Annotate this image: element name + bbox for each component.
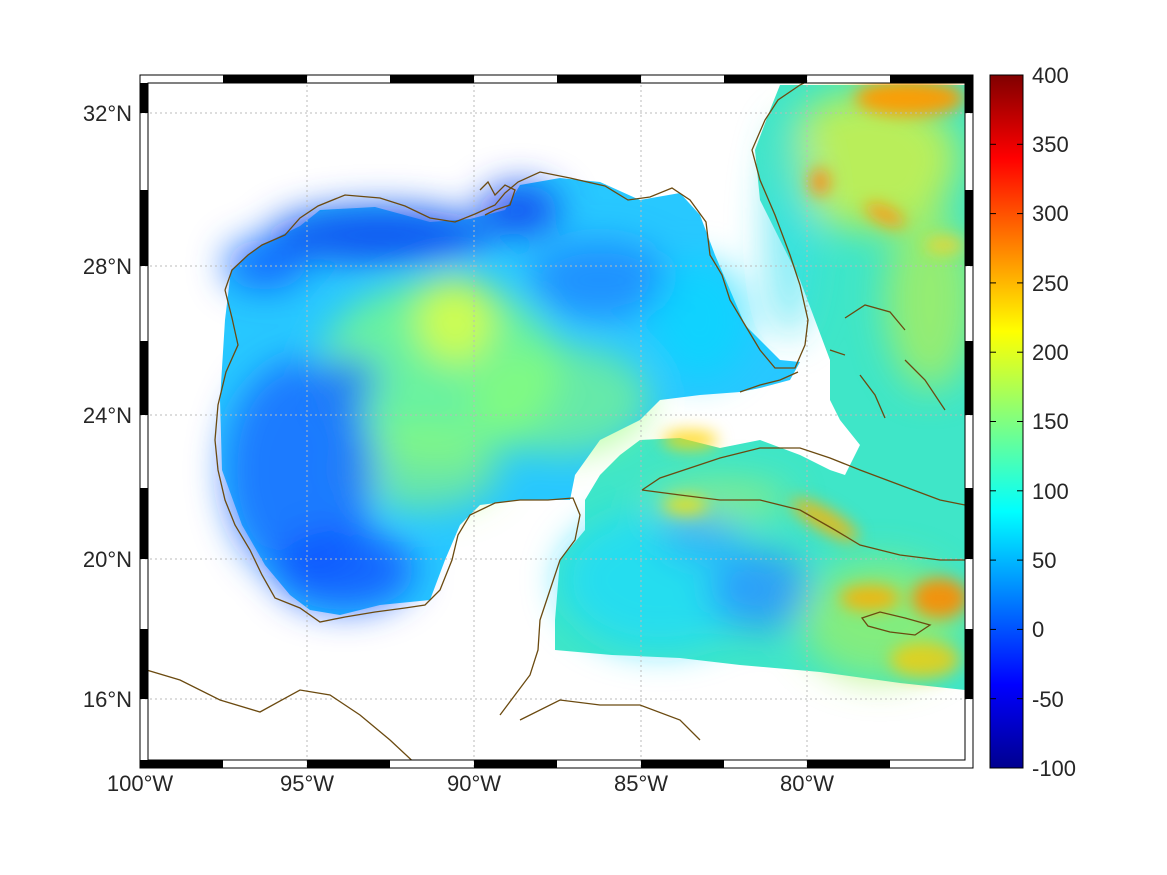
colorbar-tick-label: -50 (1032, 687, 1064, 712)
data-field (220, 83, 965, 690)
lat-tick-label: 24°N (83, 403, 132, 428)
atlantic-yellow-e (885, 210, 965, 390)
cuba-coast (641, 447, 965, 561)
lon-tick-label: 80°W (780, 771, 834, 796)
gulf-green-east (470, 345, 650, 455)
gulf-green-south (340, 430, 500, 510)
caribbean-blue-2 (660, 510, 740, 560)
gulf-west-blue (225, 360, 375, 580)
lat-tick-label: 28°N (83, 254, 132, 279)
mississippi-delta (479, 180, 516, 216)
atlantic-yellow-streak (925, 237, 965, 253)
gulf-cyan-east (650, 260, 750, 380)
colorbar-tick-label: 100 (1032, 479, 1069, 504)
atlantic-orange-top (855, 83, 965, 116)
gulf-mid-blue (320, 355, 380, 405)
lon-tick-label: 95°W (280, 771, 334, 796)
lon-tick-label: 100°W (107, 771, 174, 796)
gulf-north-blue (270, 207, 490, 263)
gulf-yellow-core (415, 275, 495, 365)
lat-tick-label: 20°N (83, 547, 132, 572)
gulf-coast-west (214, 289, 581, 716)
colorbar-tick-label: 150 (1032, 409, 1069, 434)
caribbean-yellow (663, 496, 707, 514)
bahamas-coast (829, 304, 946, 419)
florida-straits-yellow (662, 430, 718, 450)
gulf-ne-blue (480, 185, 560, 235)
atlantic-orange-spot (810, 168, 830, 196)
lat-tick-label: 16°N (83, 687, 132, 712)
colorbar-tick-label: 300 (1032, 201, 1069, 226)
colorbar-tick-label: 0 (1032, 617, 1044, 642)
colorbar-tick-label: 350 (1032, 132, 1069, 157)
lat-tick-label: 32°N (83, 101, 132, 126)
gulf-nw-blue (225, 240, 305, 290)
coastlines (148, 83, 965, 760)
caribbean-blue (710, 550, 810, 630)
lat-tick-labels: 32°N 28°N 24°N 20°N 16°N (83, 101, 132, 712)
caribbean-yellow-se (890, 642, 960, 678)
central-america-coast (148, 669, 701, 760)
atlantic-orange-streak (864, 202, 906, 228)
colorbar-tick-label: -100 (1032, 756, 1076, 781)
colorbar-tick-label: 250 (1032, 271, 1069, 296)
jamaica-orange-w (840, 585, 900, 611)
gulf-sw-blue (275, 530, 415, 610)
lon-tick-label: 90°W (447, 771, 501, 796)
lon-tick-label: 85°W (614, 771, 668, 796)
florida-keys (739, 371, 799, 393)
gulf-loop-blue (530, 240, 670, 320)
colorbar-ticks (990, 143, 1023, 700)
colorbar-tick-label: 200 (1032, 340, 1069, 365)
cuba-orange (791, 498, 859, 542)
colorbar-tick-label: 50 (1032, 548, 1056, 573)
atlantic-yellow-ne (780, 90, 960, 230)
jamaica-orange-e (912, 578, 965, 618)
grid-lines (140, 75, 973, 768)
gulf-coast-north (224, 83, 809, 369)
frame-border (139, 74, 974, 769)
colorbar-tick-label: 400 (1032, 63, 1069, 88)
jamaica-coast (860, 611, 932, 636)
atlantic-cyan-coast (765, 120, 815, 340)
colorbar: 400 350 300 250 200 150 100 50 0 -50 -10… (989, 63, 1076, 781)
lon-tick-labels: 100°W 95°W 90°W 85°W 80°W (107, 771, 834, 796)
